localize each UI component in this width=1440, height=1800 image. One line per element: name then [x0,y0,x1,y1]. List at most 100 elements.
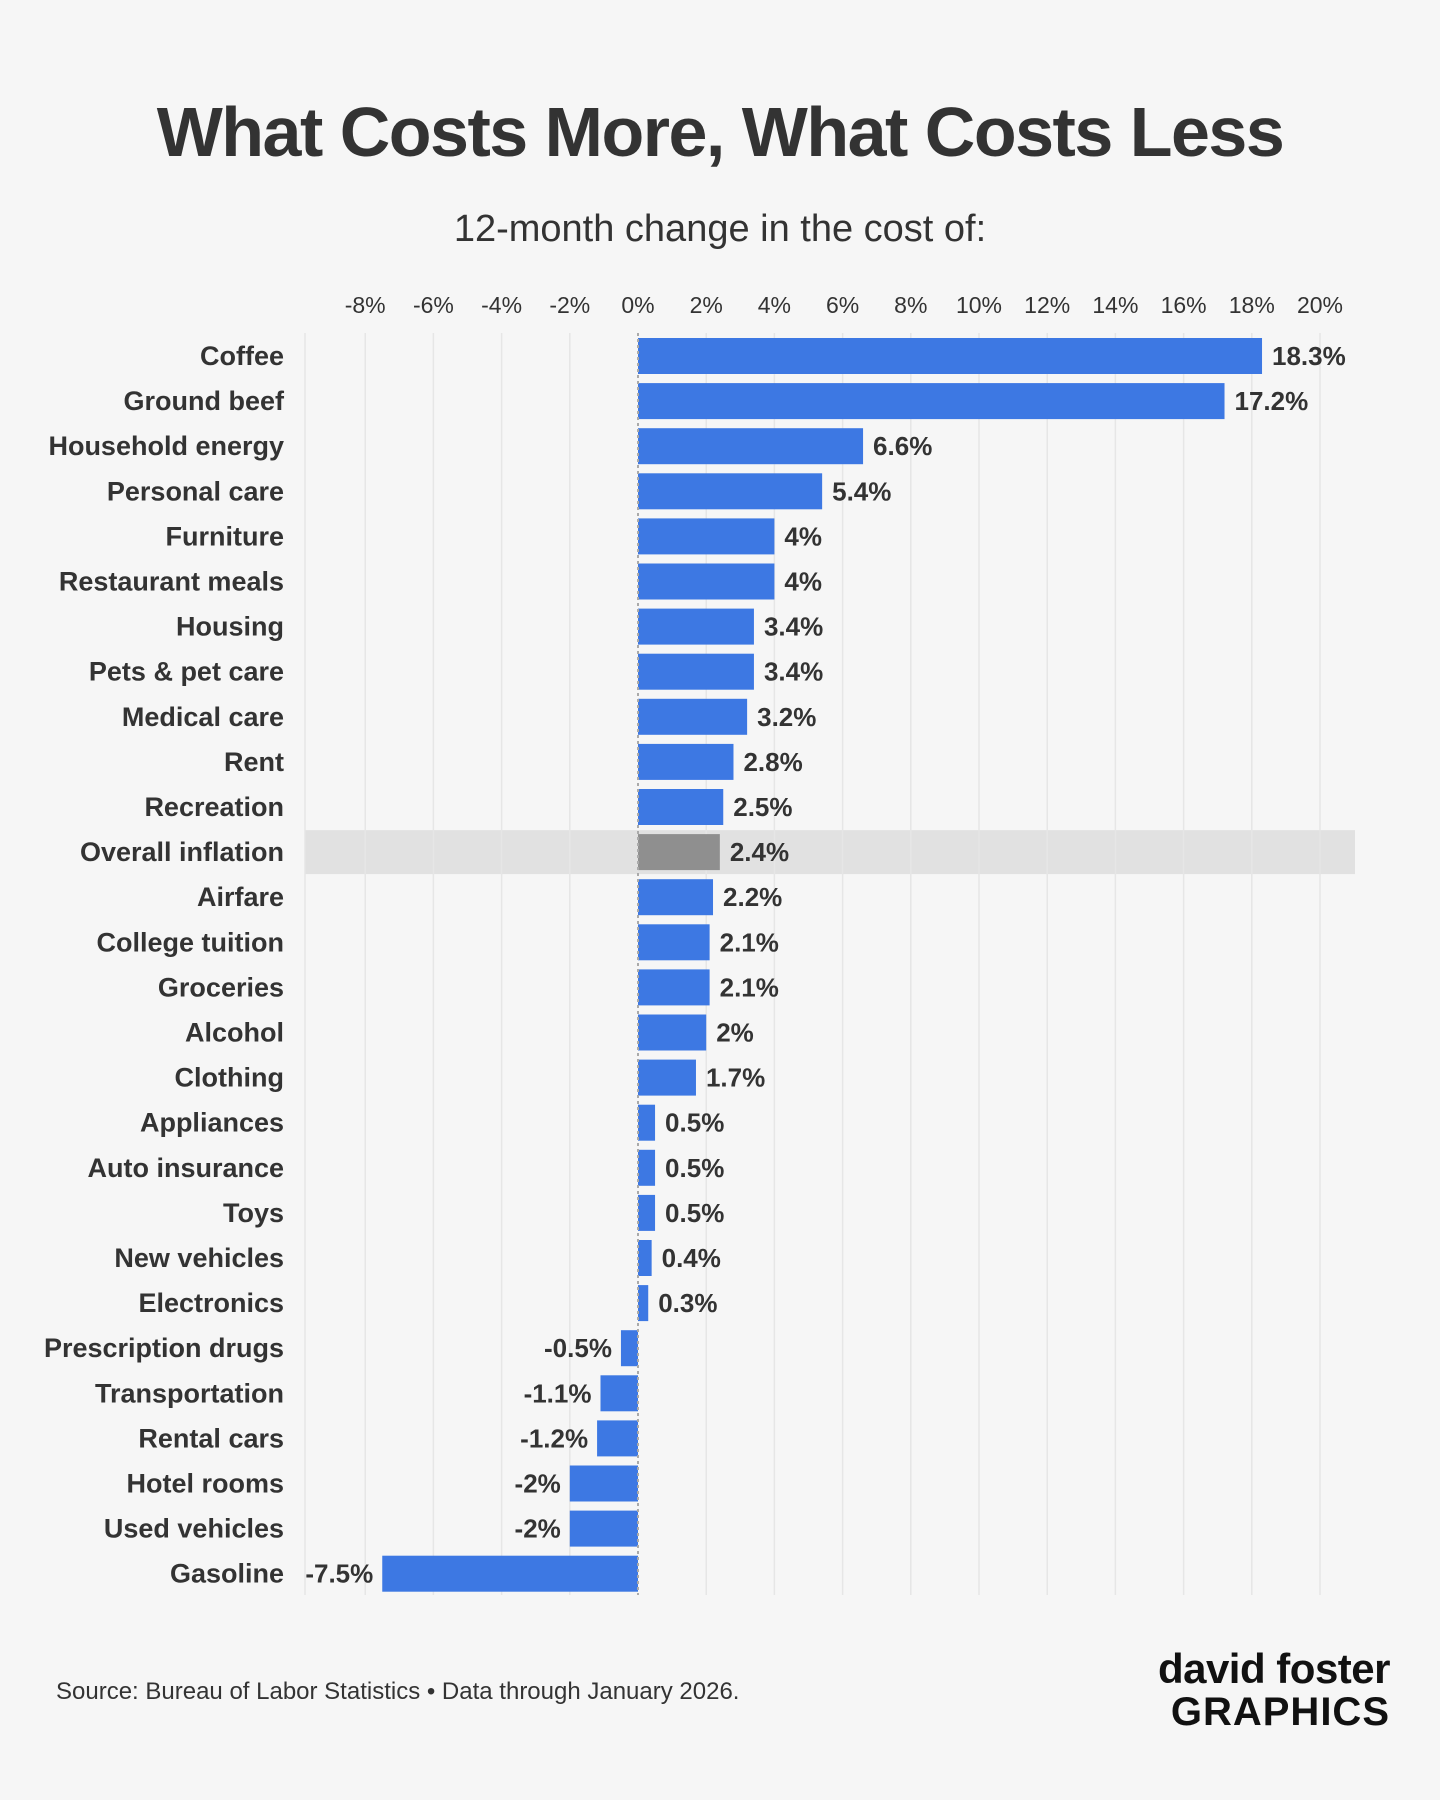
category-label: Auto insurance [87,1153,284,1183]
category-label: Gasoline [170,1559,284,1589]
category-label: Prescription drugs [44,1333,284,1363]
category-label: Clothing [175,1063,284,1093]
category-label: Toys [223,1198,284,1228]
category-label: Household energy [48,431,284,461]
value-label: 5.4% [832,476,891,506]
logo-line2: GRAPHICS [1170,1690,1390,1734]
x-tick-label: 2% [690,292,723,318]
value-label: 0.3% [658,1288,717,1318]
bar[interactable] [638,834,720,871]
x-tick-label: -6% [413,292,454,318]
category-label: Pets & pet care [89,657,284,687]
value-label: 2.2% [723,882,782,912]
x-tick-label: -2% [549,292,590,318]
value-label: 1.7% [706,1063,765,1093]
category-label: Appliances [140,1108,284,1138]
chart-title: What Costs More, What Costs Less [156,93,1285,171]
bar[interactable] [638,789,724,825]
bar[interactable] [638,879,714,916]
category-label: Coffee [200,341,284,371]
value-label: 2% [716,1018,754,1048]
value-label: -1.1% [524,1378,592,1408]
value-label: 2.1% [720,972,779,1002]
bar[interactable] [638,1149,656,1186]
category-label: Electronics [138,1288,284,1318]
bar[interactable] [638,698,748,735]
x-tick-label: 16% [1161,292,1207,318]
x-tick-label: -8% [345,292,386,318]
x-tick-label: 18% [1229,292,1275,318]
bar-chart: -8% -6% -4% -2% 0% 2% 4% 6% 8% 10% 12% 14% 16% 18% 20%… [44,292,1355,1595]
value-label: 17.2% [1235,386,1309,416]
value-label: 2.1% [720,927,779,957]
value-label: 3.2% [757,702,816,732]
bar[interactable] [638,563,775,600]
bar[interactable] [597,1420,638,1457]
value-label: -2% [515,1469,561,1499]
source-note: Source: Bureau of Labor Statistics • Dat… [56,1678,740,1705]
bar[interactable] [638,743,734,780]
bar[interactable] [638,1059,696,1096]
value-label: 0.5% [665,1153,724,1183]
bar[interactable] [638,969,710,1006]
bar[interactable] [638,1194,656,1231]
value-label: 2.5% [733,792,792,822]
category-label: Airfare [197,882,284,912]
bar[interactable] [638,924,710,961]
category-label: Restaurant meals [59,567,284,597]
x-tick-label: 0% [621,292,654,318]
category-label: Rental cars [138,1423,284,1453]
value-label: 6.6% [873,431,932,461]
bar[interactable] [569,1510,638,1547]
value-label: 0.5% [665,1198,724,1228]
category-label: Medical care [122,702,284,732]
bar[interactable] [638,1104,656,1141]
value-label: 2.4% [730,837,789,867]
category-label: Transportation [95,1378,284,1408]
x-tick-label: -4% [481,292,522,318]
category-label: Hotel rooms [126,1469,284,1499]
x-tick-label: 8% [894,292,927,318]
x-tick-label: 14% [1092,292,1138,318]
bar[interactable] [638,518,775,555]
bar[interactable] [638,1014,707,1051]
category-label: Furniture [166,521,285,551]
value-label: -1.2% [520,1423,588,1453]
bar[interactable] [638,608,754,645]
category-label: Used vehicles [104,1514,284,1544]
x-tick-label: 10% [956,292,1002,318]
category-label: Overall inflation [80,837,284,867]
category-label: New vehicles [114,1243,284,1273]
value-label: 0.5% [665,1108,724,1138]
highlight-band [305,830,1355,875]
bar[interactable] [600,1375,638,1412]
bar[interactable] [638,1240,652,1276]
value-label: 4% [784,567,822,597]
category-label: Ground beef [124,386,286,416]
x-tick-label: 4% [758,292,791,318]
value-label: 3.4% [764,657,823,687]
value-label: -0.5% [544,1333,612,1363]
value-label: -7.5% [305,1559,373,1589]
category-label: Groceries [158,972,284,1002]
bar[interactable] [638,338,1263,374]
value-label: -2% [515,1514,561,1544]
category-label: Recreation [144,792,284,822]
bar[interactable] [638,653,754,690]
value-label: 0.4% [662,1243,721,1273]
value-label: 2.8% [743,747,802,777]
value-label: 3.4% [764,612,823,642]
bar[interactable] [638,383,1225,420]
category-label: Personal care [107,476,284,506]
x-tick-label: 20% [1297,292,1343,318]
bar[interactable] [638,428,864,465]
bar[interactable] [638,473,823,510]
bar[interactable] [569,1465,638,1502]
bar[interactable] [638,1285,649,1322]
bar[interactable] [620,1330,638,1367]
category-label: Rent [224,747,284,777]
x-tick-label: 12% [1024,292,1070,318]
category-label: Housing [176,612,284,642]
value-label: 4% [784,521,822,551]
bar[interactable] [382,1555,638,1592]
